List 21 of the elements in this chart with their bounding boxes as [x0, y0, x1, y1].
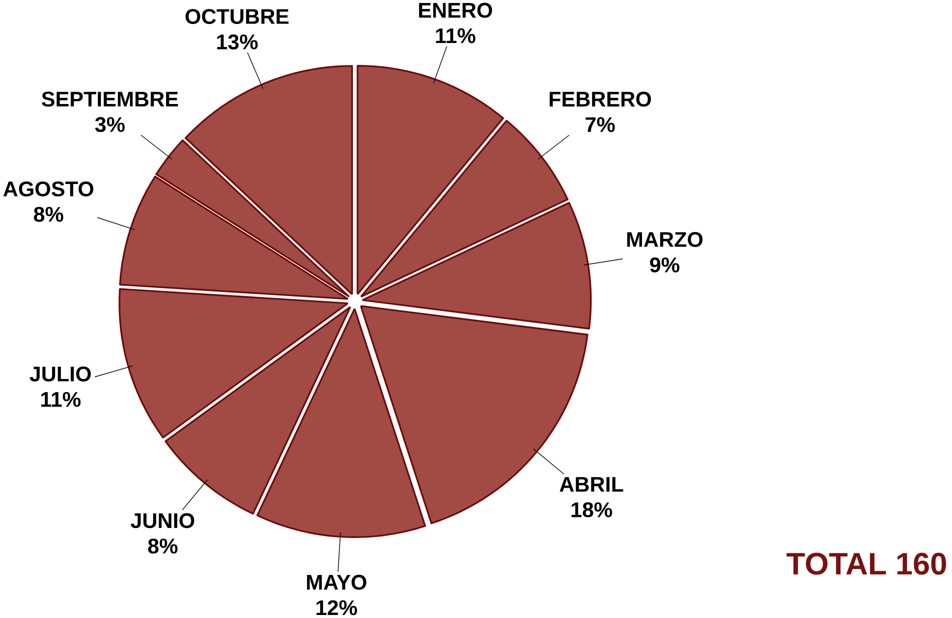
slice-label: AGOSTO [3, 181, 94, 196]
data-label: 12% [316, 600, 358, 616]
data-label: 3% [95, 117, 125, 132]
slice-label: OCTUBRE [186, 9, 289, 24]
data-label: 13% [217, 34, 258, 50]
data-label: 9% [650, 257, 680, 272]
text: TOTAL 160 [786, 552, 946, 575]
data-label: 11% [41, 392, 81, 407]
slice-label: ABRIL [560, 477, 624, 492]
data-label: 11% [436, 28, 476, 44]
slice-label: JUNIO [130, 513, 194, 528]
slice-label: MARZO [627, 232, 703, 247]
slice-label: JULIO [30, 366, 91, 382]
slice-label: ENERO [419, 2, 492, 18]
slice-label: MAYO [307, 574, 366, 590]
data-label: 8% [148, 538, 178, 554]
data-label: 8% [34, 206, 64, 222]
slice-label: FEBRERO [550, 92, 651, 107]
data-label: 7% [586, 117, 615, 132]
data-label: 18% [572, 502, 612, 518]
slice-label: SEPTIEMBRE [42, 92, 178, 107]
